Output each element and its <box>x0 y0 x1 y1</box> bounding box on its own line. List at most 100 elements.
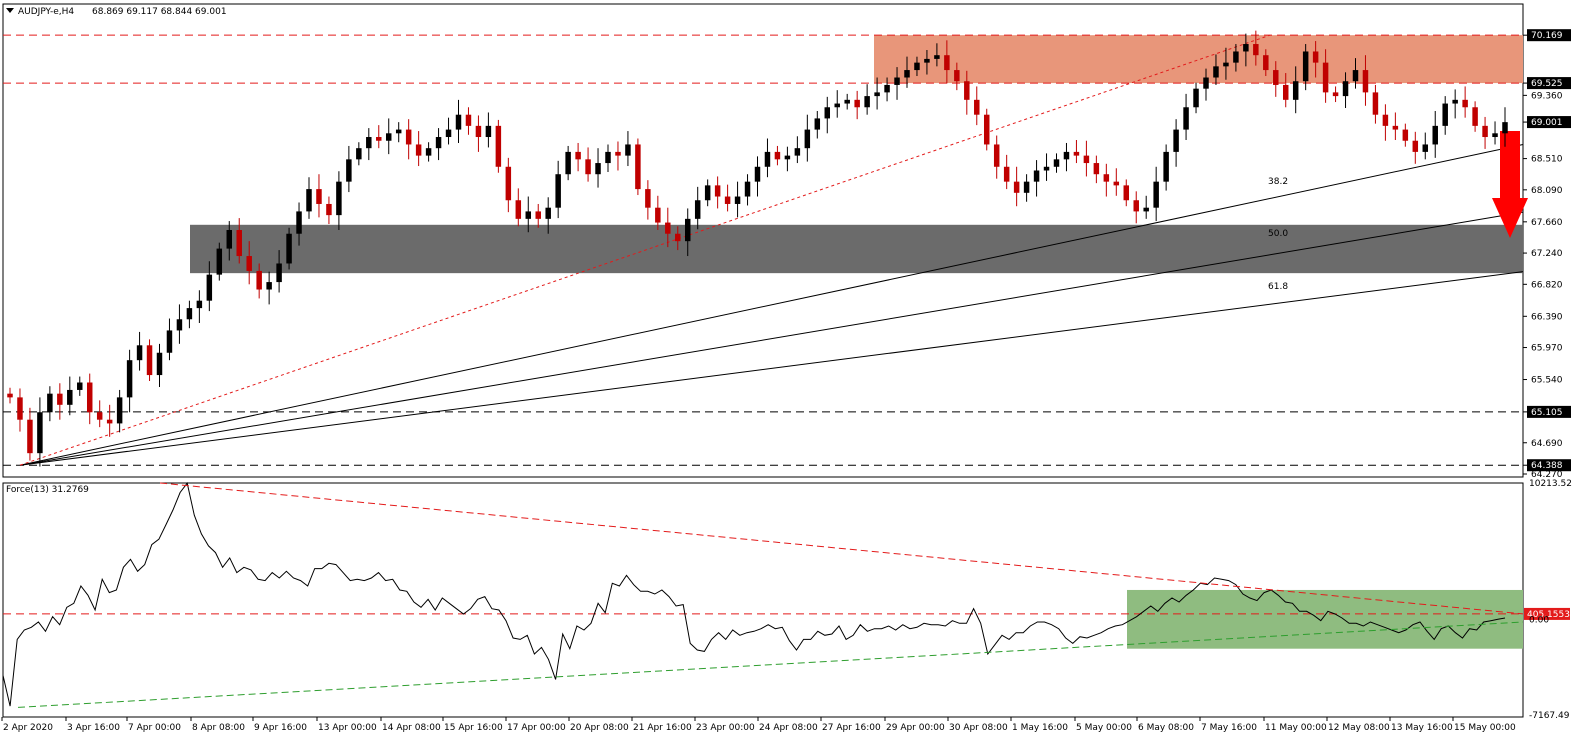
candle-body <box>535 211 541 219</box>
candle-body <box>1452 99 1458 104</box>
price-label: 69.525 <box>1531 79 1563 89</box>
candle-body <box>1003 166 1010 182</box>
candle-body <box>395 129 402 134</box>
candle-body <box>376 137 382 141</box>
candle-body <box>425 148 432 156</box>
candle-body <box>595 163 601 175</box>
x-tick-label: 20 Apr 08:00 <box>570 723 629 733</box>
candle-body <box>1013 181 1020 193</box>
candle-body <box>47 393 53 413</box>
candle-body <box>1053 159 1060 167</box>
candle-body <box>1292 81 1299 100</box>
x-tick-label: 6 May 08:00 <box>1138 723 1194 733</box>
candle-body <box>1462 99 1468 108</box>
candle-body <box>1432 125 1438 145</box>
y-tick-label: 69.360 <box>1531 91 1563 101</box>
candle-body <box>684 218 691 242</box>
fan-trend-line <box>19 34 1271 466</box>
candle-body <box>545 207 551 219</box>
candle-body <box>804 129 811 149</box>
candle-body <box>1352 70 1359 82</box>
x-tick-label: 13 Apr 00:00 <box>318 723 377 733</box>
y-tick-label: 67.660 <box>1531 218 1563 228</box>
candle-body <box>1412 140 1419 152</box>
candle-body <box>136 345 143 361</box>
candle-body <box>1282 84 1289 100</box>
candle-body <box>286 233 292 264</box>
price-label: 64.388 <box>1531 461 1563 471</box>
fan-label: 61.8 <box>1268 282 1288 292</box>
candle-body <box>575 151 581 160</box>
symbol-title: AUDJPY-e,H4 <box>18 7 74 17</box>
symbol-menu-icon <box>6 8 14 13</box>
y-tick-label: 67.240 <box>1531 249 1563 259</box>
candle-body <box>625 144 631 156</box>
candle-body <box>954 70 960 82</box>
price-label: 70.169 <box>1531 31 1563 41</box>
candle-body <box>266 282 272 290</box>
x-tick-label: 21 Apr 16:00 <box>633 723 692 733</box>
force-title: Force(13) 31.2769 <box>6 485 89 495</box>
candle-body <box>1173 129 1179 152</box>
candle-body <box>206 274 213 301</box>
price-label-box <box>1527 405 1571 418</box>
candle-body <box>694 200 701 219</box>
fan-label: 38.2 <box>1268 177 1288 187</box>
candle-body <box>1083 155 1090 164</box>
force-line <box>2 482 1506 707</box>
candle-body <box>655 207 661 223</box>
candle-body <box>1243 44 1249 52</box>
y-tick-label: 64.270 <box>1531 470 1563 480</box>
candle-body <box>724 196 731 204</box>
oscillator-zone <box>1127 589 1523 649</box>
candle-body <box>1372 92 1379 115</box>
x-tick-label: 9 Apr 16:00 <box>254 723 307 733</box>
x-tick-label: 27 Apr 16:00 <box>822 723 881 733</box>
candle-body <box>714 185 721 197</box>
candle-body <box>57 393 63 405</box>
candle-body <box>1113 181 1120 186</box>
x-tick-label: 11 May 00:00 <box>1265 723 1327 733</box>
candle-body <box>1442 103 1448 126</box>
candle-body <box>495 125 502 167</box>
candle-body <box>884 84 890 93</box>
candle-body <box>784 155 791 160</box>
y-tick-label: 68.090 <box>1531 186 1563 196</box>
candle-body <box>585 159 591 175</box>
candle-body <box>675 233 681 242</box>
candle-body <box>1342 81 1349 97</box>
candle-body <box>106 419 113 424</box>
candle-body <box>346 159 352 182</box>
candle-body <box>525 211 532 219</box>
x-tick-label: 23 Apr 00:00 <box>696 723 755 733</box>
candle-body <box>555 174 561 208</box>
x-tick-label: 17 Apr 00:00 <box>507 723 566 733</box>
candle-body <box>67 389 73 405</box>
candle-body <box>1253 44 1259 56</box>
support-zone <box>190 224 1523 274</box>
y-tick-label: 65.540 <box>1531 376 1563 386</box>
candle-body <box>86 382 93 413</box>
fan-line <box>19 211 1524 466</box>
x-tick-label: 15 Apr 16:00 <box>444 723 503 733</box>
candle-body <box>864 96 870 108</box>
candle-body <box>1143 207 1149 212</box>
down-arrow-shaft <box>1500 131 1520 201</box>
candle-body <box>764 151 771 167</box>
candle-body <box>405 129 412 145</box>
resistance-zone <box>874 35 1523 84</box>
candle-body <box>1273 70 1279 85</box>
candle-body <box>794 148 801 156</box>
x-tick-label: 5 May 00:00 <box>1076 723 1132 733</box>
candle-body <box>7 393 13 398</box>
y-tick-label: 64.690 <box>1531 439 1563 449</box>
candle-body <box>316 189 322 204</box>
candle-body <box>176 319 183 331</box>
x-tick-label: 7 May 16:00 <box>1201 723 1257 733</box>
candle-body <box>665 222 671 234</box>
candle-body <box>166 330 173 353</box>
candle-body <box>824 107 831 119</box>
price-label: 69.001 <box>1531 118 1563 128</box>
candle-body <box>1073 151 1080 156</box>
